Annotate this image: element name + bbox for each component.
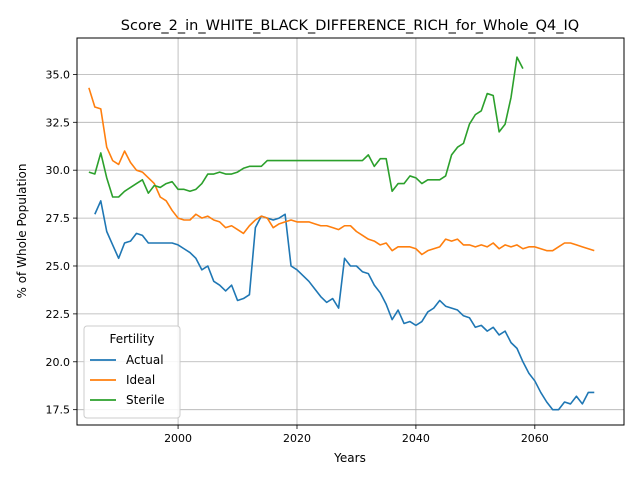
series-lines — [88, 56, 595, 411]
x-tick-label: 2020 — [283, 432, 311, 445]
series-line-ideal — [88, 87, 595, 256]
series-line-sterile — [88, 56, 524, 198]
axis-ticks: 2000 2020 2040 2060 17.5 20.0 22.5 25.0 27.5 30.0… — [46, 68, 549, 445]
legend-title: Fertility — [109, 332, 154, 346]
legend: Fertility Actual Ideal Sterile — [83, 325, 181, 419]
legend-box — [83, 325, 181, 419]
chart-title: Score_2_in_WHITE_BLACK_DIFFERENCE_RICH_f… — [121, 18, 579, 34]
legend-label-sterile: Sterile — [126, 393, 165, 407]
y-tick-label: 32.5 — [46, 116, 71, 129]
y-tick-label: 30.0 — [46, 164, 71, 177]
x-tick-label: 2000 — [164, 432, 192, 445]
x-tick-label: 2060 — [521, 432, 549, 445]
series-line-actual — [94, 200, 595, 411]
y-tick-label: 25.0 — [46, 260, 71, 273]
y-tick-label: 20.0 — [46, 356, 71, 369]
y-tick-label: 27.5 — [46, 212, 71, 225]
x-tick-label: 2040 — [402, 432, 430, 445]
legend-label-actual: Actual — [126, 353, 164, 367]
legend-items: Actual Ideal Sterile — [90, 353, 165, 407]
y-axis-label: % of Whole Population — [15, 164, 29, 299]
legend-label-ideal: Ideal — [126, 373, 155, 387]
plot-area-frame — [76, 37, 625, 426]
y-tick-label: 35.0 — [46, 68, 71, 81]
y-tick-label: 17.5 — [46, 404, 71, 417]
grid — [77, 38, 624, 425]
y-tick-label: 22.5 — [46, 308, 71, 321]
x-axis-label: Years — [333, 451, 366, 465]
